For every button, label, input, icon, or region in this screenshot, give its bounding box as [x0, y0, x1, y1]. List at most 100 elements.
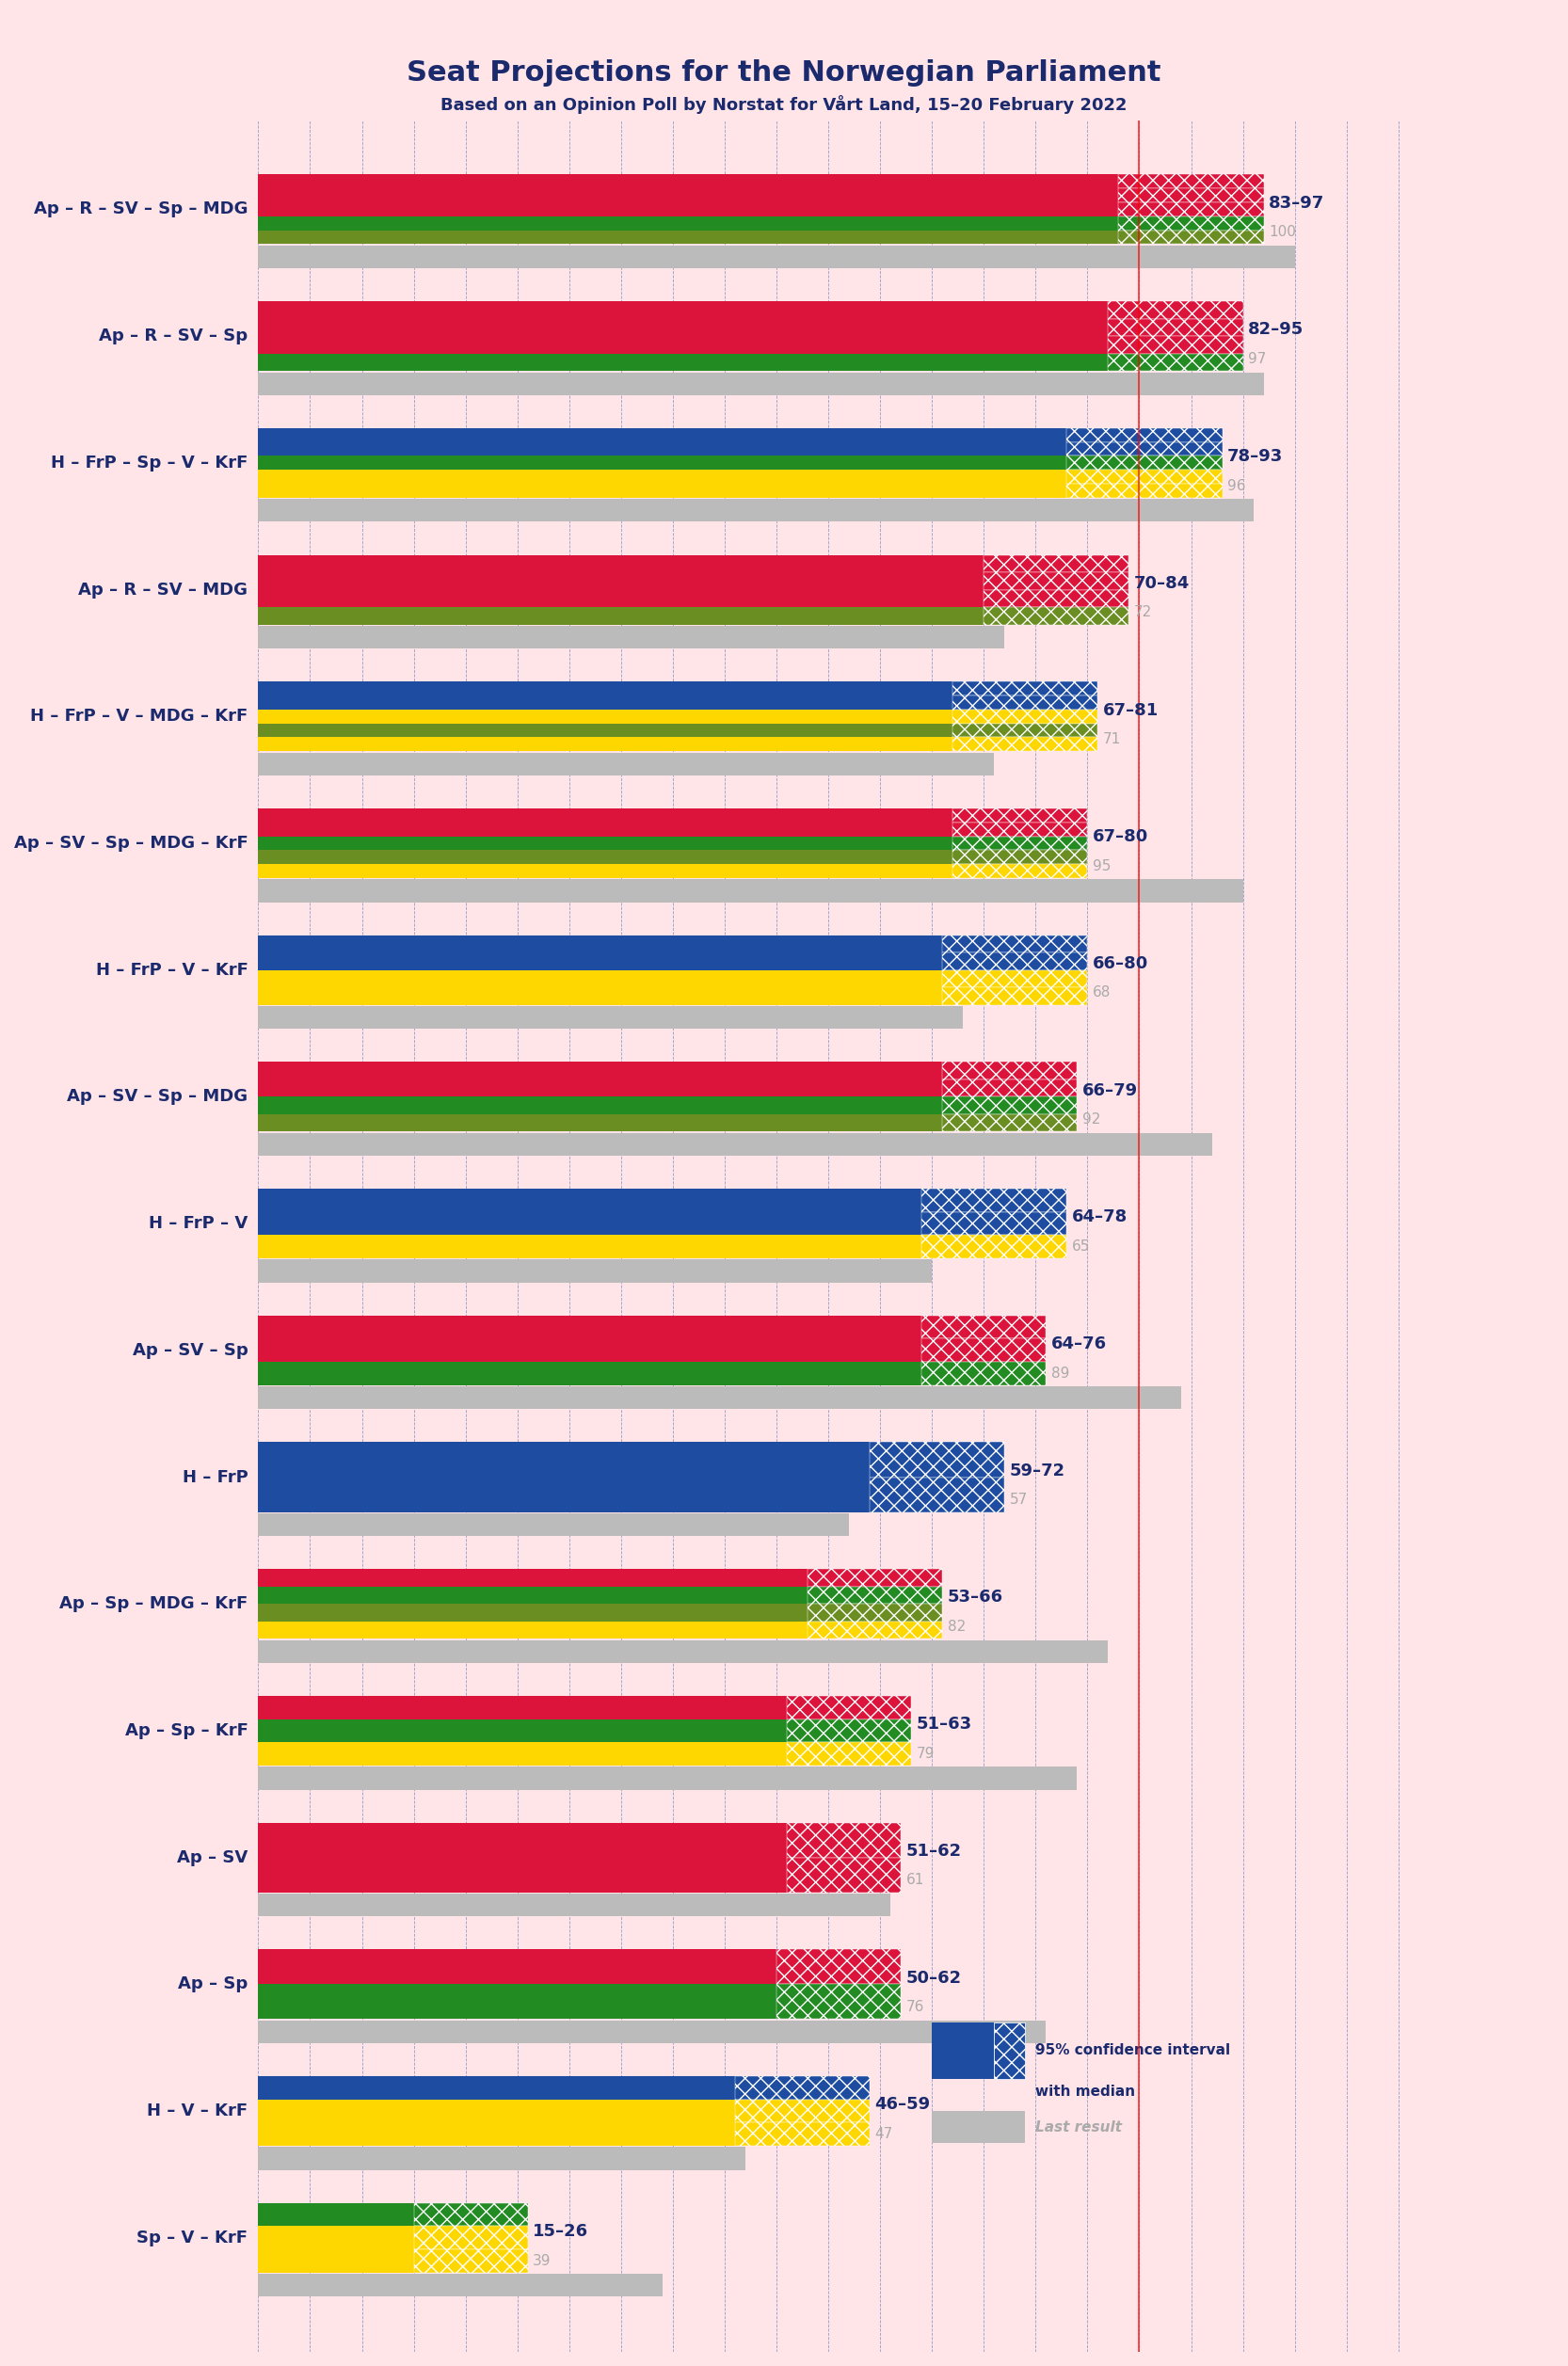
Bar — [259, 696, 953, 710]
Text: 50–62: 50–62 — [906, 1969, 961, 1987]
Bar — [259, 608, 983, 625]
Bar — [259, 1114, 942, 1131]
Text: 47: 47 — [875, 2127, 894, 2141]
Bar — [259, 835, 953, 849]
Text: 72: 72 — [1134, 606, 1152, 620]
Bar — [983, 589, 1129, 608]
Bar — [922, 1235, 1066, 1259]
Bar — [259, 1720, 787, 1741]
Bar — [259, 1235, 922, 1259]
Bar — [942, 987, 1088, 1006]
Bar — [1066, 428, 1221, 442]
Bar — [922, 1363, 1046, 1384]
Bar — [259, 471, 1066, 483]
Bar — [259, 752, 994, 776]
Text: 67–81: 67–81 — [1102, 703, 1159, 719]
Bar — [414, 2250, 528, 2274]
Text: 15–26: 15–26 — [533, 2224, 588, 2241]
Bar — [1066, 483, 1221, 497]
Bar — [942, 953, 1088, 970]
Text: H – FrP – V: H – FrP – V — [149, 1216, 248, 1233]
Bar — [259, 1133, 1212, 1155]
Text: 79: 79 — [916, 1746, 935, 1760]
Bar — [259, 2203, 414, 2226]
Text: Last result: Last result — [1035, 2120, 1123, 2134]
Text: 89: 89 — [1051, 1365, 1069, 1379]
Bar — [259, 2099, 735, 2122]
Bar — [259, 189, 1118, 203]
Bar — [259, 1604, 808, 1621]
Bar — [259, 2122, 735, 2146]
Bar — [259, 483, 1066, 497]
Bar — [259, 1476, 870, 1512]
Text: Sp – V – KrF: Sp – V – KrF — [136, 2229, 248, 2245]
Bar — [259, 371, 1264, 395]
Bar — [259, 1211, 922, 1235]
Bar — [259, 809, 953, 823]
Bar — [259, 681, 953, 696]
Text: Ap – R – SV – MDG: Ap – R – SV – MDG — [78, 582, 248, 599]
Bar — [735, 2122, 870, 2146]
Bar — [259, 1741, 787, 1765]
Bar — [259, 1767, 1077, 1789]
Text: Ap – R – SV – Sp – MDG: Ap – R – SV – Sp – MDG — [34, 201, 248, 218]
Text: 51–63: 51–63 — [916, 1715, 972, 1732]
Bar — [259, 1950, 776, 1985]
Bar — [259, 1339, 922, 1363]
Bar — [259, 573, 983, 589]
Text: 64–78: 64–78 — [1073, 1209, 1127, 1226]
Text: 53–66: 53–66 — [947, 1590, 1004, 1607]
Bar — [787, 1741, 911, 1765]
Bar — [1109, 336, 1243, 353]
Bar — [259, 935, 942, 953]
Bar — [808, 1569, 942, 1588]
Text: 57: 57 — [1010, 1493, 1029, 1507]
Bar — [1109, 353, 1243, 371]
Bar — [259, 246, 1295, 267]
Text: H – FrP – Sp – V – KrF: H – FrP – Sp – V – KrF — [50, 454, 248, 471]
Bar — [259, 1588, 808, 1604]
Bar — [259, 353, 1109, 371]
Bar — [259, 953, 942, 970]
Bar — [259, 2075, 735, 2099]
Bar — [953, 835, 1088, 849]
Bar — [1109, 319, 1243, 336]
Bar — [259, 823, 953, 835]
Bar — [259, 2226, 414, 2250]
Bar — [983, 554, 1129, 573]
Bar — [259, 554, 983, 573]
Bar — [259, 1640, 1109, 1663]
Bar — [870, 1443, 1005, 1476]
Bar — [1118, 175, 1264, 189]
Bar — [942, 1098, 1077, 1114]
Text: Ap – Sp – KrF: Ap – Sp – KrF — [125, 1722, 248, 1739]
Bar — [1066, 457, 1221, 471]
Bar — [259, 1386, 1181, 1410]
Bar — [259, 1363, 922, 1384]
Bar — [259, 2146, 745, 2170]
Bar — [942, 1114, 1077, 1131]
Text: H – FrP – V – MDG – KrF: H – FrP – V – MDG – KrF — [30, 707, 248, 724]
Bar — [259, 319, 1109, 336]
Bar — [942, 935, 1088, 953]
Bar — [787, 1720, 911, 1741]
Text: 59–72: 59–72 — [1010, 1462, 1065, 1479]
Bar — [776, 1950, 902, 1985]
Text: 66–80: 66–80 — [1093, 956, 1148, 972]
Bar — [259, 499, 1253, 523]
Text: Seat Projections for the Norwegian Parliament: Seat Projections for the Norwegian Parli… — [406, 59, 1162, 88]
Bar — [922, 1188, 1066, 1211]
Bar — [259, 987, 942, 1006]
Text: Ap – SV – Sp – MDG – KrF: Ap – SV – Sp – MDG – KrF — [14, 835, 248, 852]
Bar — [259, 625, 1005, 648]
Text: 76: 76 — [906, 1999, 924, 2013]
Bar — [808, 1604, 942, 1621]
Bar — [870, 1476, 1005, 1512]
Text: 96: 96 — [1228, 478, 1245, 492]
Bar — [259, 970, 942, 987]
Text: 66–79: 66–79 — [1082, 1081, 1138, 1098]
Text: Ap – Sp – MDG – KrF: Ap – Sp – MDG – KrF — [60, 1595, 248, 1611]
Bar — [808, 1588, 942, 1604]
Bar — [808, 1621, 942, 1640]
Bar — [931, 2110, 1025, 2144]
